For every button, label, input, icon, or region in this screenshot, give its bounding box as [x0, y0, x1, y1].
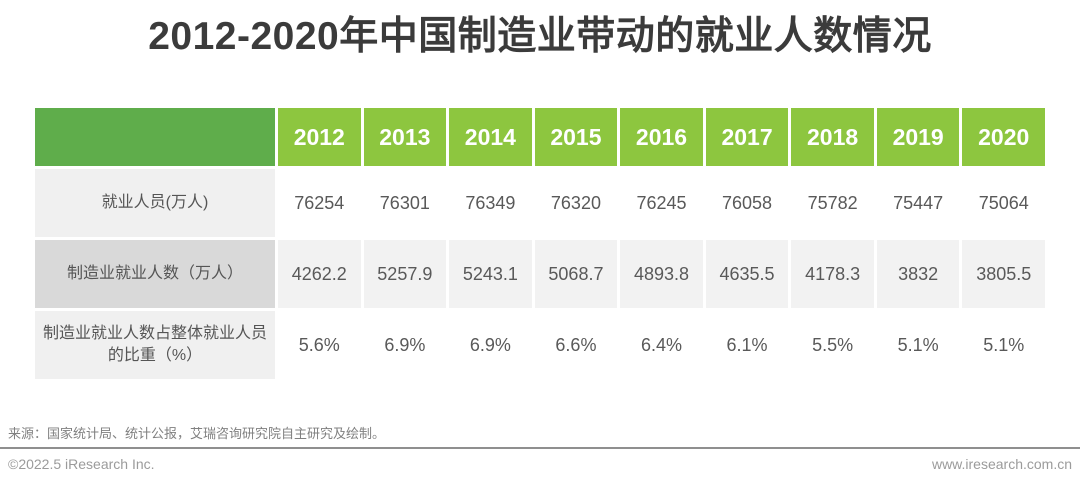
copyright-text: ©2022.5 iResearch Inc.: [8, 456, 155, 472]
data-cell: 5.1%: [983, 334, 1025, 355]
data-cell: 4893.8: [620, 240, 703, 308]
data-cell: 5068.7: [534, 240, 618, 308]
data-cell: 5243.1: [449, 240, 532, 308]
data-cell: 4178.3: [791, 240, 874, 308]
data-cell: 5257.9: [363, 240, 447, 308]
data-cell: 6.9%: [469, 334, 511, 355]
year-header-cell: 2015: [534, 108, 618, 166]
data-cell: 3832: [876, 240, 960, 308]
table-header-corner-cell: [35, 108, 275, 166]
data-cell: 3805.5: [962, 240, 1045, 308]
data-cell: 76245: [636, 192, 687, 213]
year-header-cell: 2016: [620, 108, 703, 166]
row-label-manufacturing-share: 制造业就业人数占整体就业人员的比重（%）: [35, 311, 275, 379]
data-cell: 75447: [893, 192, 944, 213]
data-cell: 6.9%: [384, 334, 426, 355]
source-note: 来源：国家统计局、统计公报，艾瑞咨询研究院自主研究及绘制。: [8, 426, 386, 441]
data-cell: 76058: [722, 192, 773, 213]
data-cell: 76349: [465, 192, 516, 213]
footer-divider: [0, 447, 1080, 449]
year-header-cell: 2012: [278, 108, 361, 166]
row-label-manufacturing-employed: 制造业就业人数（万人）: [35, 240, 275, 308]
data-cell: 5.1%: [897, 334, 939, 355]
data-cell: 75064: [978, 192, 1029, 213]
data-cell: 4262.2: [278, 240, 361, 308]
data-cell: 5.5%: [812, 334, 854, 355]
year-header-cell: 2014: [449, 108, 532, 166]
data-cell: 75782: [807, 192, 858, 213]
employment-data-table: 2012 2013 2014 2015 2016 2017 2018 2019 …: [35, 108, 1045, 379]
data-cell: 76254: [294, 192, 345, 213]
data-cell: 6.1%: [726, 334, 768, 355]
data-cell: 76301: [379, 192, 430, 213]
year-header-cell: 2019: [876, 108, 960, 166]
data-cell: 76320: [550, 192, 601, 213]
page-title: 2012-2020年中国制造业带动的就业人数情况: [148, 15, 932, 58]
data-cell: 6.6%: [555, 334, 597, 355]
data-cell: 5.6%: [298, 334, 340, 355]
year-header-cell: 2018: [791, 108, 874, 166]
year-header-cell: 2020: [962, 108, 1045, 166]
year-header-cell: 2013: [363, 108, 447, 166]
website-url: www.iresearch.com.cn: [931, 456, 1072, 472]
data-cell: 6.4%: [640, 334, 682, 355]
year-header-cell: 2017: [705, 108, 789, 166]
data-cell: 4635.5: [705, 240, 789, 308]
row-label-total-employed: 就业人员(万人): [35, 169, 275, 237]
